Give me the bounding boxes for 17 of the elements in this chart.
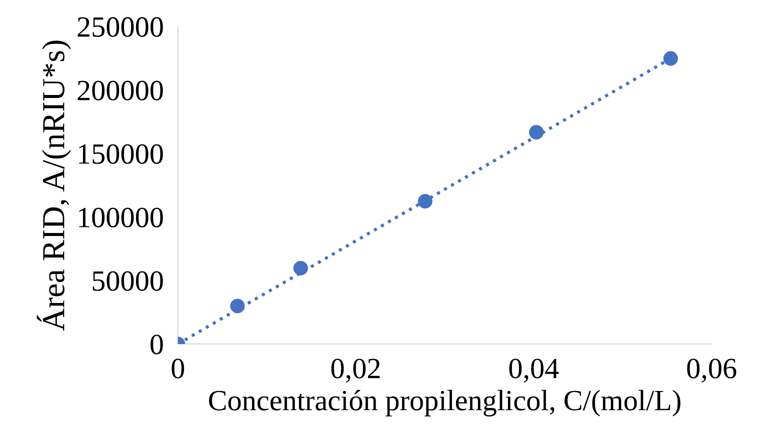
x-tick-label: 0,02 <box>331 358 380 383</box>
point <box>418 194 432 209</box>
y-tick-label: 150000 <box>79 144 163 164</box>
y-tick-label: 50000 <box>92 271 163 291</box>
y-tick-label: 0 <box>150 334 163 354</box>
x-tick-label: 0 <box>172 358 184 378</box>
point <box>293 260 308 276</box>
point <box>663 51 678 66</box>
y-axis-title: Área RID, A/(nRIU*s) <box>36 40 71 331</box>
x-axis-title: Concentración propilenglicol, C/(mol/L) <box>209 390 680 416</box>
x-tick-label: 0,04 <box>509 358 559 383</box>
x-tick-label: 0,06 <box>687 358 736 383</box>
point <box>529 124 544 140</box>
y-tick-label: 250000 <box>78 17 163 37</box>
y-tick-label: 200000 <box>78 80 163 100</box>
y-tick-label: 100000 <box>79 208 163 228</box>
point <box>230 298 245 314</box>
